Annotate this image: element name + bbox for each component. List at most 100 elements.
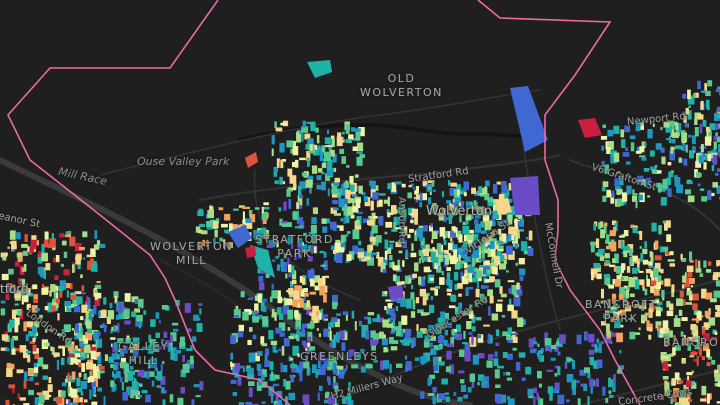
building [95, 340, 98, 348]
building [498, 245, 504, 249]
building [299, 371, 303, 382]
building [683, 115, 687, 123]
building [638, 327, 641, 331]
building [446, 288, 452, 292]
building [635, 150, 642, 154]
building [650, 270, 655, 278]
building [59, 280, 66, 290]
building [607, 142, 613, 147]
building [12, 386, 15, 394]
building [386, 348, 389, 352]
building [330, 321, 334, 328]
building [110, 337, 116, 340]
building [597, 248, 605, 254]
building [482, 214, 490, 224]
building [400, 298, 406, 307]
building [307, 157, 310, 167]
building [286, 140, 294, 148]
building [680, 390, 686, 398]
building [305, 342, 311, 352]
building [432, 356, 438, 367]
building [257, 363, 262, 369]
building [495, 342, 500, 346]
building [699, 123, 703, 134]
building [336, 313, 341, 316]
building [463, 331, 466, 339]
building [318, 385, 323, 391]
building [458, 293, 462, 297]
building [457, 283, 463, 289]
building [641, 284, 645, 288]
building [341, 186, 348, 196]
building [477, 206, 485, 216]
label-wolverton: Wolverton [426, 204, 492, 219]
building [624, 125, 631, 133]
building [341, 131, 345, 135]
building [297, 238, 303, 248]
building [668, 171, 674, 178]
building [614, 318, 621, 329]
building [699, 188, 705, 191]
building [306, 304, 311, 307]
building [404, 355, 408, 360]
building [391, 229, 398, 232]
building [457, 247, 463, 257]
building [483, 249, 491, 254]
building [502, 352, 508, 358]
building [114, 296, 118, 304]
building [701, 315, 704, 318]
building [662, 247, 669, 251]
building [338, 247, 345, 253]
building [642, 259, 649, 265]
building [61, 329, 65, 337]
building [462, 221, 467, 225]
building [645, 268, 652, 274]
building [446, 217, 449, 220]
road-stratford-rd [199, 154, 561, 201]
building [679, 290, 684, 298]
building [328, 322, 331, 328]
building [411, 208, 418, 218]
building [648, 261, 653, 266]
building [464, 351, 471, 362]
building [465, 214, 472, 221]
building [328, 331, 331, 338]
building [461, 276, 469, 285]
building [325, 145, 332, 148]
building [403, 220, 406, 225]
building [694, 127, 699, 137]
building [443, 340, 448, 346]
building [602, 124, 606, 129]
building [454, 284, 458, 291]
building [340, 234, 347, 243]
building [271, 371, 274, 380]
building [449, 188, 455, 196]
label-bancroft-park: BANCROFT PARK [585, 298, 658, 325]
building [465, 275, 470, 279]
building [638, 194, 643, 201]
building [301, 172, 307, 177]
building [507, 304, 514, 312]
building [370, 338, 378, 346]
building [516, 282, 520, 290]
building [112, 384, 117, 391]
building [644, 241, 647, 249]
building [261, 298, 268, 302]
building [632, 276, 638, 280]
building [155, 346, 162, 350]
building [289, 357, 294, 361]
building [93, 244, 100, 250]
building [508, 298, 512, 305]
building [448, 231, 451, 239]
building [702, 119, 707, 127]
building [422, 193, 427, 201]
building [692, 303, 698, 310]
building [347, 392, 351, 403]
building [629, 248, 633, 257]
building [450, 337, 454, 347]
building [10, 338, 14, 348]
building [346, 165, 350, 168]
building [357, 250, 364, 259]
building [626, 266, 631, 273]
